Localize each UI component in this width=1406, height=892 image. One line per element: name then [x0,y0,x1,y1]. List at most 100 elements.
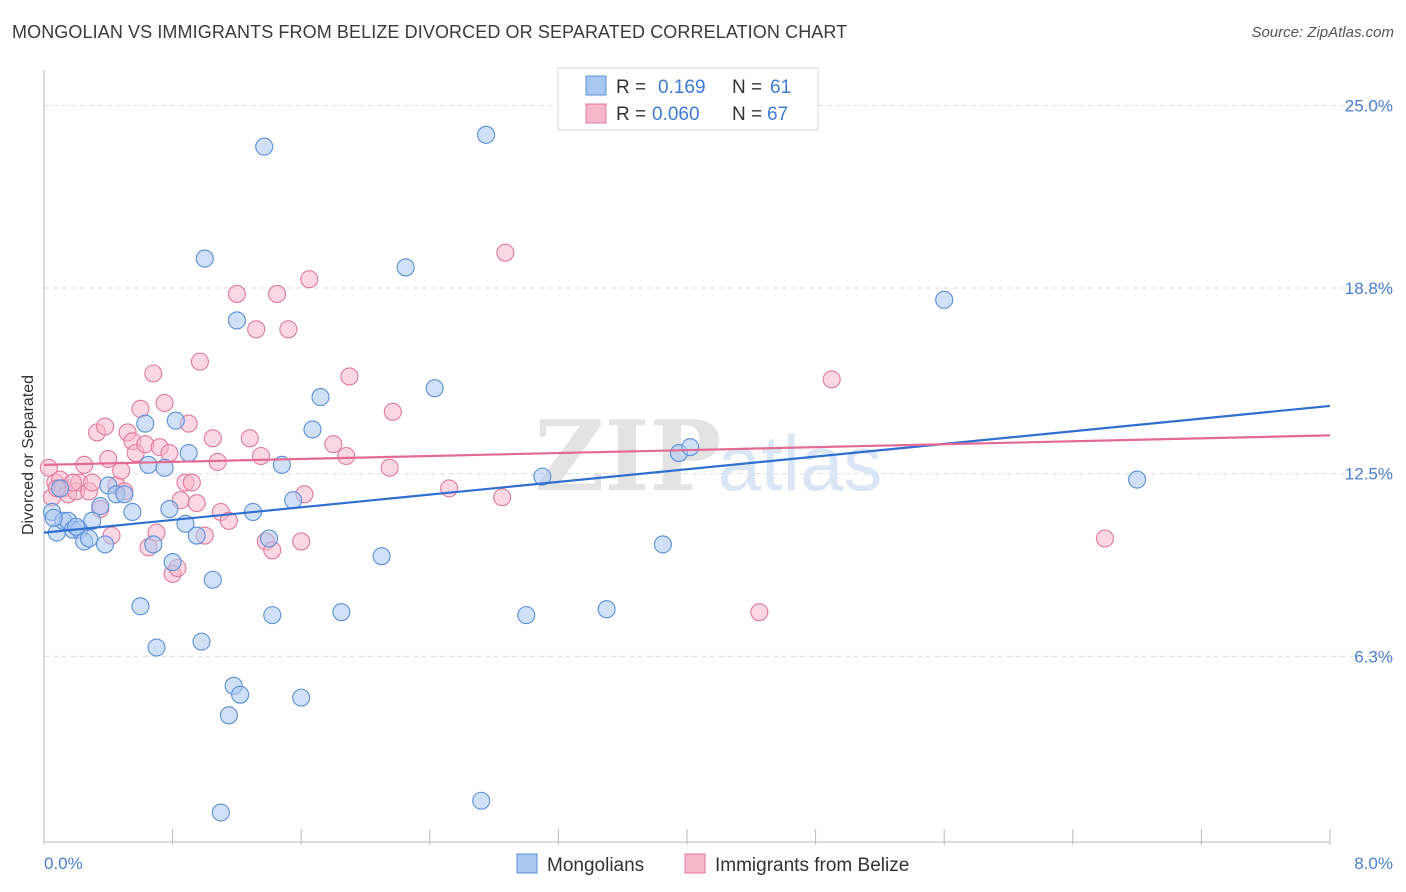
mongolian-point-46 [372,547,391,566]
mongolian-point-26 [179,444,198,463]
belize-point-61 [496,243,515,262]
legend-r-value-2: 0.060 [652,104,700,125]
series-legend: Mongolians Immigrants from Belize [516,853,909,876]
legend-n-value-1: 61 [770,77,791,98]
trend-lines [43,404,1331,534]
mongolian-point-58 [1128,470,1147,489]
legend-swatch-pink [585,103,607,124]
legend-r-label-2: R = [616,104,646,125]
belize-point-57 [380,458,399,477]
legend-swatch-blue [585,75,607,96]
belize-point-46 [251,446,271,466]
belize-point-45 [247,320,266,339]
source-label: Source: ZipAtlas.com [1251,24,1394,41]
mongolian-point-24 [166,411,185,430]
mongolian-point-27 [187,526,206,545]
mongolian-point-28 [192,632,211,651]
mongolian-point-30 [203,570,222,589]
chart-title: MONGOLIAN VS IMMIGRANTS FROM BELIZE DIVO… [12,22,848,42]
mongolian-point-52 [533,467,552,486]
mongolian-point-41 [284,491,303,510]
mongolian-point-23 [163,553,182,572]
y-tick-label-3: 25.0% [1345,96,1393,115]
x-tick-label-min: 0.0% [44,854,83,873]
belize-point-28 [155,393,174,413]
legend-n-value-2: 67 [767,104,788,125]
belize-point-56 [340,367,359,386]
mongolian-point-10 [91,497,110,516]
belize-point-44 [240,429,259,448]
belize-point-25 [144,364,163,383]
legend-belize-label: Immigrants from Belize [715,855,909,876]
mongolian-point-19 [144,535,163,554]
belize-point-49 [268,284,287,303]
belize-point-10 [83,473,102,492]
series-mongolians-points [42,125,1147,822]
belize-point-55 [337,446,356,466]
mongolian-point-53 [597,600,616,619]
mongolian-point-51 [517,606,536,625]
mongolian-point-35 [227,311,246,330]
y-tick-label-0: 6.3% [1354,647,1393,666]
mongolian-point-50 [477,125,496,144]
mongolian-point-32 [219,706,238,725]
mongolian-point-47 [396,258,415,277]
belize-point-42 [219,511,238,530]
mongolian-point-21 [155,458,174,477]
belize-point-43 [227,284,246,303]
mongolian-point-11 [96,535,115,554]
mongolian-point-37 [255,137,274,156]
mongolian-point-29 [195,249,214,268]
y-tick-labels: 6.3% 12.5% 18.8% 25.0% [1345,96,1393,666]
belize-point-58 [383,402,402,421]
y-tick-label-2: 18.8% [1345,279,1393,298]
mongolians-trend-line [43,404,1331,534]
mongolian-point-34 [231,685,250,704]
belize-point-62 [750,603,769,622]
mongolian-point-57 [935,290,954,309]
mongolian-point-56 [681,438,700,457]
legend-mongolians-swatch [516,853,538,874]
belize-point-36 [187,494,206,513]
belize-point-53 [300,270,319,289]
mongolian-point-44 [311,388,330,407]
y-axis-label: Divorced or Separated [20,375,37,535]
mongolian-point-59 [44,508,63,527]
axes [43,70,1331,845]
watermark-zip: ZIP [534,400,721,513]
x-tick-label-max: 8.0% [1354,854,1393,873]
legend-r-value-1: 0.169 [658,77,706,98]
mongolian-point-9 [83,511,102,530]
mongolian-point-2 [51,479,70,498]
mongolian-point-39 [263,606,282,625]
belize-point-50 [279,320,298,339]
mongolian-point-15 [123,502,142,522]
belize-point-35 [182,473,201,492]
grid [44,104,1393,657]
mongolian-point-16 [131,597,150,616]
belize-point-39 [203,429,222,448]
belize-point-54 [324,435,343,454]
belize-point-63 [822,370,841,389]
correlation-legend: R = 0.169 N = 61 R = 0.060 N = 67 [557,67,819,131]
belize-point-37 [190,352,209,371]
mongolian-point-45 [332,603,351,622]
belize-point-17 [112,461,131,480]
mongolian-point-60 [67,517,86,536]
mongolian-point-42 [292,688,311,707]
legend-belize-swatch [684,853,706,874]
mongolian-point-17 [136,414,155,433]
legend-n-label-2: N = [732,104,762,125]
mongolian-point-38 [259,529,279,548]
belize-point-52 [292,532,311,551]
y-tick-label-1: 12.5% [1345,465,1393,484]
mongolian-point-8 [79,529,99,548]
mongolian-point-49 [472,791,491,810]
legend-r-label-1: R = [616,77,646,98]
mongolian-point-48 [425,379,444,398]
belize-point-64 [1095,529,1114,548]
mongolian-point-40 [272,455,291,474]
mongolian-point-18 [139,455,158,474]
mongolian-point-31 [211,803,230,822]
belize-point-60 [493,488,512,507]
